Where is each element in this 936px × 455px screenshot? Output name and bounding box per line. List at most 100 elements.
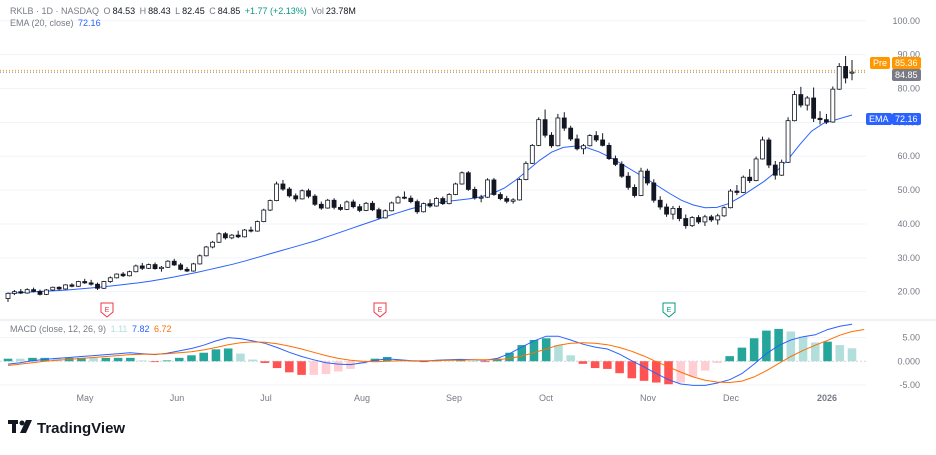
candle-body-32 xyxy=(210,241,216,248)
candle-body-128 xyxy=(824,119,829,123)
candle-body-109 xyxy=(702,216,708,223)
macd-hist-bar-8 xyxy=(101,357,111,362)
macd-hist-bar-7 xyxy=(89,357,98,362)
candle-body-54 xyxy=(350,201,356,208)
candle-body-51 xyxy=(331,199,337,208)
candle-body-10 xyxy=(69,284,75,287)
price-tick-label-6: 40.00 xyxy=(897,219,920,229)
macd-hist-bar-44 xyxy=(541,338,551,362)
macd-hist-bar-67 xyxy=(823,341,832,362)
ema-price: 72.16 xyxy=(895,114,918,124)
candle-body-58 xyxy=(376,209,382,219)
candle-body-59 xyxy=(382,210,388,219)
macd-hist-bar-16 xyxy=(199,352,208,362)
candle-body-46 xyxy=(299,190,305,200)
candle-body-88 xyxy=(568,127,574,140)
low-value: 82.45 xyxy=(182,6,205,16)
candle-body-71 xyxy=(459,172,465,185)
candle-body-99 xyxy=(638,170,644,196)
macd-hist-bar-69 xyxy=(847,348,857,362)
earnings-marker-0 xyxy=(100,302,114,318)
macd-hist-bar-54 xyxy=(664,361,673,385)
macd-hist-bar-47 xyxy=(578,361,588,364)
candle-body-8 xyxy=(56,286,62,290)
candle-body-126 xyxy=(811,97,817,119)
candle-body-92 xyxy=(593,135,599,141)
candle-body-56 xyxy=(363,202,369,211)
candle-body-26 xyxy=(171,260,177,266)
macd-hist-bar-58 xyxy=(713,361,722,363)
macd-hist-bar-2 xyxy=(28,357,37,362)
candle-body-72 xyxy=(465,172,471,190)
candle-body-16 xyxy=(107,277,113,282)
candle-body-127 xyxy=(817,117,823,121)
close-label: C xyxy=(209,6,216,16)
candle-body-45 xyxy=(293,195,299,200)
candle-body-42 xyxy=(274,183,279,201)
price-tick-label-8: 20.00 xyxy=(897,287,920,297)
candle-body-132 xyxy=(849,71,855,74)
earnings-marker-label-2: E xyxy=(667,307,672,314)
candle-body-78 xyxy=(504,198,510,202)
earnings-marker-2 xyxy=(662,302,676,318)
macd-tick-label-2: -5.00 xyxy=(899,380,920,390)
candle-body-24 xyxy=(159,266,164,270)
macd-hist-bar-23 xyxy=(285,361,294,373)
candle-body-116 xyxy=(747,176,753,182)
time-tick-label-3: Aug xyxy=(354,393,370,403)
candle-body-61 xyxy=(395,196,401,204)
tradingview-logo[interactable]: TradingView xyxy=(8,420,125,437)
macd-hist-bar-4 xyxy=(52,357,62,362)
macd-hist-bar-6 xyxy=(77,357,86,362)
candle-body-21 xyxy=(139,265,145,269)
candle-body-2 xyxy=(18,291,24,294)
macd-hist-bar-17 xyxy=(211,349,221,362)
candle-body-39 xyxy=(254,221,260,232)
candle-body-57 xyxy=(370,202,375,211)
time-tick-label-1: Jun xyxy=(170,393,185,403)
macd-legend-label: MACD (close, 12, 26, 9) xyxy=(10,324,107,334)
candle-body-80 xyxy=(517,179,522,201)
ema-legend[interactable]: EMA (20, close) 72.16 xyxy=(10,18,103,28)
macd-hist-bar-15 xyxy=(187,355,196,362)
pre-price: 85.36 xyxy=(895,58,918,68)
candle-body-82 xyxy=(529,144,535,164)
candle-body-22 xyxy=(146,264,152,269)
ohlc-legend: RKLB · 1D · NASDAQ O 84.53 H 88.43 L 82.45 … xyxy=(10,6,358,16)
candle-body-31 xyxy=(203,246,209,257)
macd-hist-bar-11 xyxy=(138,360,147,362)
candle-body-3 xyxy=(24,289,30,294)
macd-hist-bar-25 xyxy=(309,361,319,375)
candle-body-103 xyxy=(664,206,669,215)
candle-body-97 xyxy=(625,175,631,188)
time-tick-label-0: May xyxy=(76,393,94,403)
candle-body-67 xyxy=(433,198,439,207)
candle-body-87 xyxy=(561,117,567,129)
macd-hist-bar-21 xyxy=(260,361,270,363)
candle-body-5 xyxy=(37,290,43,295)
macd-hist-bar-50 xyxy=(615,361,624,374)
macd-legend[interactable]: MACD (close, 12, 26, 9) 1.11 7.82 6.72 xyxy=(10,324,174,334)
macd-hist-bar-36 xyxy=(444,360,453,362)
brand-name: TradingView xyxy=(37,420,126,437)
candle-body-96 xyxy=(619,163,625,177)
pre-label-tag: Pre xyxy=(870,57,891,69)
macd-hist-bar-68 xyxy=(835,345,845,362)
macd-hist-bar-9 xyxy=(113,357,123,362)
candle-body-15 xyxy=(101,281,107,289)
candle-body-40 xyxy=(261,209,267,222)
time-tick-label-4: Sep xyxy=(446,393,462,403)
candle-body-66 xyxy=(427,203,433,207)
macd-hist-bar-48 xyxy=(590,361,600,369)
candle-body-44 xyxy=(286,188,292,197)
earnings-marker-label-1: E xyxy=(378,307,383,314)
symbol-label[interactable]: RKLB · 1D · NASDAQ xyxy=(10,6,100,16)
macd-hist-bar-60 xyxy=(737,347,747,362)
candle-body-11 xyxy=(75,281,81,287)
price-tick-label-0: 100.00 xyxy=(892,16,920,26)
macd-hist-bar-46 xyxy=(566,355,575,362)
macd-hist-bar-53 xyxy=(652,361,661,383)
macd-hist-value: 1.11 xyxy=(110,324,128,334)
